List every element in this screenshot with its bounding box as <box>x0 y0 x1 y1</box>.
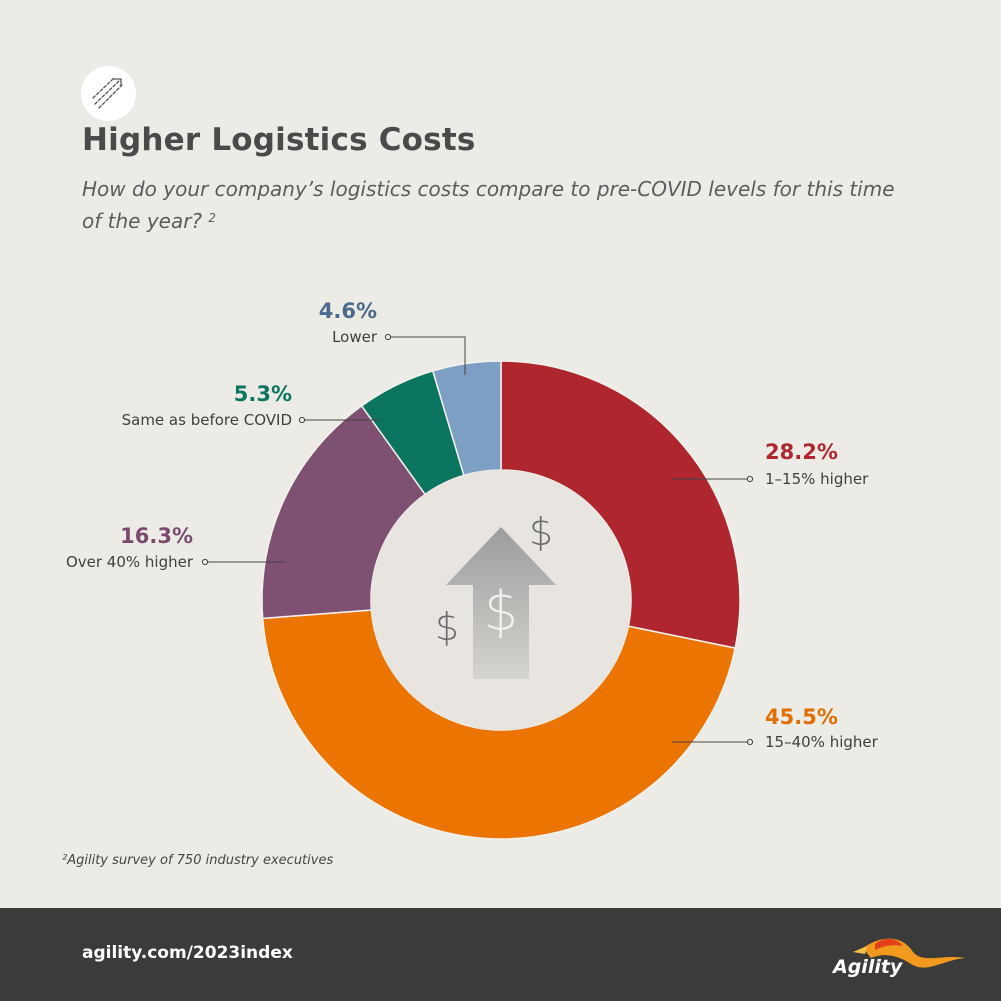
leader-dot <box>201 558 209 566</box>
dollar-symbol-arrow: $ <box>484 580 518 643</box>
leader-dot <box>746 738 754 746</box>
slice-value-label: 4.6% <box>319 299 377 323</box>
subtitle-footnote-ref: 2 <box>208 211 217 225</box>
page-subtitle: How do your company’s logistics costs co… <box>82 175 902 236</box>
page-title: Higher Logistics Costs <box>82 122 476 158</box>
slice-category-label: 1–15% higher <box>765 470 869 488</box>
leader-dot <box>746 475 754 483</box>
leader-dot <box>298 416 306 424</box>
slice-category-label: Over 40% higher <box>66 553 194 571</box>
upward-dollar-arrow-icon <box>446 527 556 679</box>
slice-value-label: 45.5% <box>765 705 838 729</box>
leader-dot <box>384 333 392 341</box>
footnote: ²Agility survey of 750 industry executiv… <box>62 853 334 868</box>
slice-value-label: 5.3% <box>234 382 292 406</box>
slice-value-label: 28.2% <box>765 440 838 464</box>
footer-url[interactable]: agility.com/2023index <box>82 943 293 963</box>
leader-line <box>388 336 466 375</box>
subtitle-text: How do your company’s logistics costs co… <box>82 177 895 233</box>
slice-category-label: 15–40% higher <box>765 733 879 751</box>
brand-name: Agility <box>833 956 903 978</box>
slice-category-label: Same as before COVID <box>122 411 292 429</box>
dollar-symbol-top: $ <box>529 510 553 554</box>
trend-arrows-icon <box>81 66 136 121</box>
dollar-symbol-left: $ <box>435 605 459 649</box>
slice-value-label: 16.3% <box>120 524 193 548</box>
agility-bird-logo-icon: Agility <box>823 924 973 989</box>
slice-category-label: Lower <box>332 328 378 346</box>
footer-bar: agility.com/2023index Agility <box>0 908 1001 1001</box>
